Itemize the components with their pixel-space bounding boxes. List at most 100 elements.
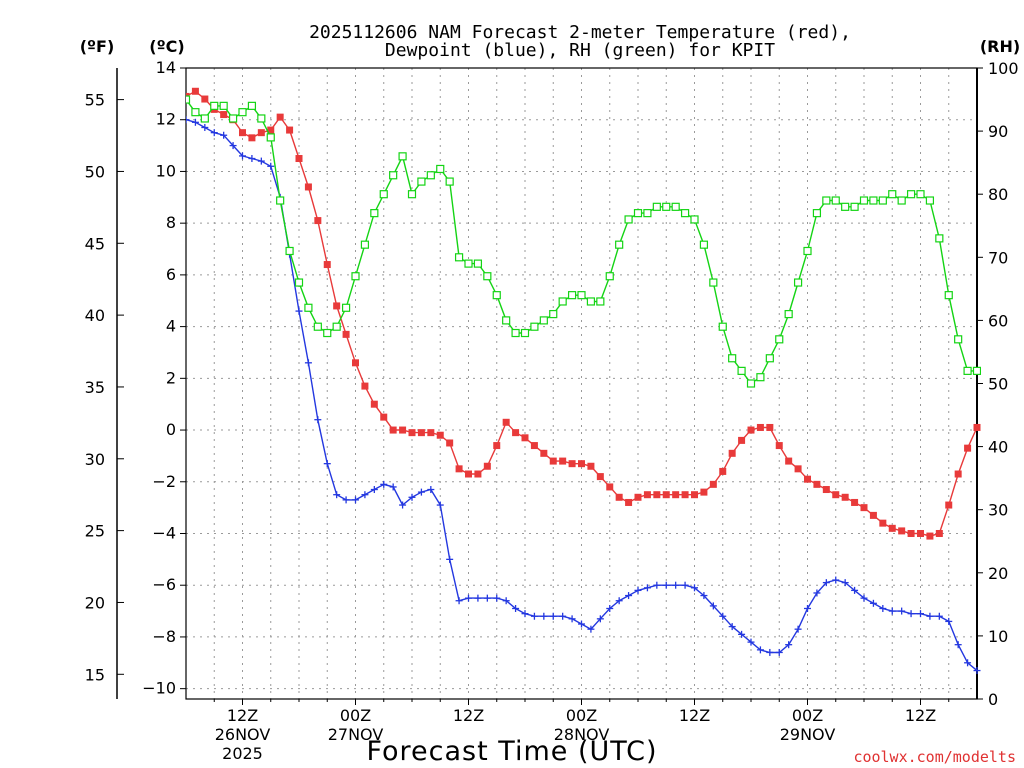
rh-tick-label: 50 [988, 375, 1008, 394]
dewpoint-point [822, 579, 830, 587]
dewpoint-point [559, 612, 567, 620]
temperature-point [945, 501, 953, 509]
rh-point [784, 309, 793, 319]
temperature-point [766, 423, 774, 431]
rh-point [492, 291, 501, 300]
temperature-point [239, 129, 246, 137]
dewpoint-point [728, 623, 736, 631]
dewpoint-point [248, 155, 256, 163]
rh-point [831, 196, 840, 205]
dewpoint-point [700, 592, 708, 600]
series-rh [186, 95, 981, 388]
rh-point [539, 316, 548, 325]
rh-point [935, 234, 944, 243]
temperature-point [446, 439, 454, 447]
rh-point [210, 101, 219, 110]
rh-point [643, 209, 652, 218]
temperature-point [276, 113, 284, 121]
dewpoint-point [766, 648, 774, 656]
dewpoint-point [540, 612, 548, 620]
dewpoint-point [512, 604, 520, 612]
dewpoint-point [342, 496, 350, 504]
celsius-tick-label: 14 [156, 58, 176, 77]
celsius-tick-label: 2 [166, 368, 176, 387]
fahrenheit-tick-label: 50 [85, 162, 105, 181]
rh-point [662, 202, 671, 211]
rh-point [633, 209, 643, 218]
temperature-point [286, 126, 294, 134]
temperature-point [530, 442, 538, 450]
x-tick-label: 00Z [566, 706, 597, 725]
celsius-tick-label: 0 [166, 420, 176, 439]
rh-point [963, 366, 972, 375]
rh-point [530, 322, 539, 331]
rh-point [737, 366, 746, 375]
dewpoint-point [691, 584, 698, 592]
fahrenheit-axis-unit-label: (ºF) [80, 37, 115, 56]
rh-tick-label: 10 [988, 627, 1008, 646]
temperature-point [634, 493, 642, 501]
celsius-tick-label: 12 [156, 110, 176, 129]
rh-point [897, 196, 906, 205]
dewpoint-point [954, 641, 962, 649]
temperature-point [408, 429, 416, 437]
rh-tick-label: 0 [988, 690, 998, 709]
rh-point [850, 202, 859, 211]
rh-point [426, 171, 435, 180]
rh-point [859, 196, 869, 205]
rh-point [341, 303, 351, 312]
fahrenheit-tick-label: 30 [85, 450, 105, 469]
temperature-point [879, 519, 887, 527]
x-tick-label: 26NOV [215, 725, 271, 744]
temperature-point [257, 129, 265, 137]
rh-point [511, 328, 520, 338]
rh-point [652, 202, 661, 211]
rh-point [417, 177, 426, 186]
dewpoint-point [521, 610, 529, 618]
dewpoint-point [926, 612, 934, 620]
temperature-point [304, 183, 312, 191]
dewpoint-point [455, 597, 463, 605]
rh-tick-label: 20 [988, 564, 1008, 583]
rh-point [313, 322, 322, 331]
chart-title-line2: Dewpoint (blue), RH (green) for KPIT [385, 40, 775, 61]
rh-tick-label: 40 [988, 438, 1008, 457]
rh-point [285, 246, 294, 256]
fahrenheit-tick-label: 40 [85, 306, 105, 325]
rh-point [878, 196, 887, 205]
dewpoint-point [625, 592, 633, 600]
temperature-point [465, 470, 472, 478]
axes [116, 67, 983, 705]
dewpoint-point [606, 604, 614, 612]
rh-point [756, 373, 765, 382]
rh-point [615, 240, 624, 249]
dewpoint-point [530, 612, 538, 620]
rh-tick-label: 30 [988, 501, 1008, 520]
temperature-point [578, 460, 585, 468]
rh-point [605, 272, 614, 281]
dewpoint-point [851, 586, 859, 594]
dewpoint-point [747, 638, 755, 646]
temperature-point [794, 465, 802, 473]
rh-point [944, 291, 953, 300]
rh-point [972, 366, 981, 375]
temperature-point [559, 457, 567, 465]
temperature-point [804, 475, 811, 483]
rh-point [294, 278, 304, 287]
rh-point [483, 272, 492, 281]
dewpoint-point [436, 501, 444, 509]
temperature-point [738, 436, 746, 444]
temperature-point [483, 462, 491, 470]
fahrenheit-tick-label: 25 [85, 522, 105, 541]
x-tick-label: 2025 [222, 744, 263, 763]
temperature-point [813, 480, 821, 488]
rh-point [520, 328, 530, 338]
rh-point [379, 190, 388, 199]
series-dewpoint [186, 116, 981, 675]
temperature-point [898, 527, 906, 535]
temperature-point [917, 529, 924, 537]
dewpoint-point [186, 116, 190, 124]
series-temperature [186, 87, 981, 540]
temperature-point [399, 426, 407, 434]
rh-point [680, 209, 690, 218]
